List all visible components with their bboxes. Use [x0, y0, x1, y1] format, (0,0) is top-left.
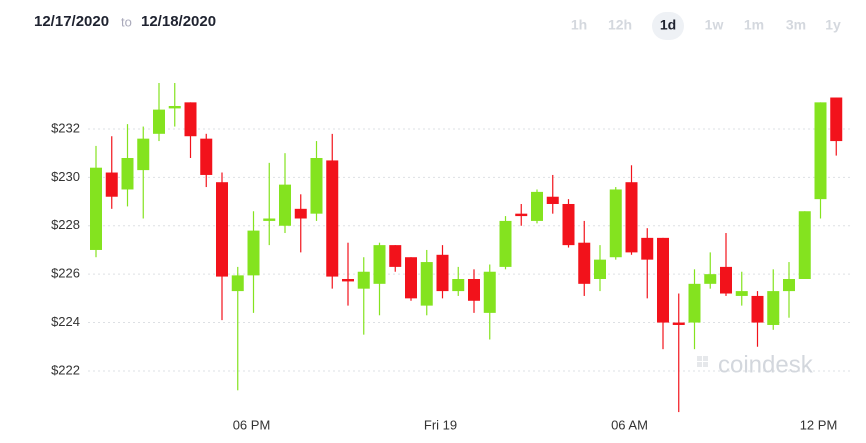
candle-body: [105, 172, 118, 197]
logo-part: [703, 356, 708, 361]
y-tick-label: $226: [51, 266, 80, 281]
logo-part: [703, 362, 708, 367]
range-button[interactable]: 1m: [744, 17, 764, 33]
candle-body: [704, 274, 717, 284]
range-selected-bg: [652, 12, 684, 40]
y-tick-label: $230: [51, 169, 80, 184]
candle-body: [578, 242, 591, 284]
range-button[interactable]: 3m: [786, 17, 806, 33]
candle-body: [121, 158, 134, 190]
range-button[interactable]: 1h: [571, 17, 587, 33]
candle-body: [783, 278, 795, 292]
candle-body: [310, 158, 323, 214]
date-to: 12/18/2020: [141, 13, 216, 30]
y-tick-label: $224: [51, 314, 80, 329]
candle-body: [531, 191, 543, 221]
candle-body: [342, 278, 354, 282]
y-tick-label: $228: [51, 217, 80, 232]
candle-body: [247, 230, 260, 276]
candle-body: [452, 278, 465, 292]
range-button[interactable]: 1d: [660, 17, 676, 33]
range-button[interactable]: 1y: [825, 17, 841, 33]
candle-body: [562, 203, 575, 246]
candle-body: [420, 262, 433, 306]
candle-body: [720, 266, 732, 294]
candle-body: [279, 184, 291, 226]
candle-body: [231, 275, 244, 292]
candle-body: [168, 105, 181, 109]
candle-body: [153, 109, 165, 134]
candle-body: [294, 208, 307, 219]
candle-body: [767, 291, 780, 325]
candle-body: [830, 97, 843, 142]
watermark: coindesk: [718, 351, 814, 378]
candle-body: [137, 138, 150, 171]
x-tick-label: Fri 19: [424, 417, 457, 432]
candle-body: [515, 213, 528, 217]
candle-body: [657, 237, 669, 323]
candle-body: [184, 102, 197, 137]
logo-part: [697, 356, 702, 361]
candle-body: [483, 271, 496, 313]
candle-body: [672, 322, 685, 325]
date-from: 12/17/2020: [34, 13, 109, 30]
candle-body: [735, 291, 748, 296]
candle-body: [546, 196, 559, 204]
x-tick-label: 12 PM: [800, 417, 838, 432]
range-button[interactable]: 1w: [705, 17, 724, 33]
candle-body: [373, 245, 386, 284]
y-tick-label: $232: [51, 120, 80, 135]
x-tick-label: 06 PM: [233, 417, 271, 432]
candle-body: [90, 167, 102, 250]
candle-body: [326, 160, 339, 277]
candle-body: [436, 254, 449, 292]
candle-body: [688, 283, 701, 323]
candle-body: [200, 138, 213, 175]
date-separator: to: [121, 14, 132, 29]
x-tick-label: 06 AM: [611, 417, 648, 432]
candle-body: [499, 220, 512, 267]
candle-body: [609, 189, 622, 258]
candle-body: [798, 211, 811, 279]
candle-body: [468, 278, 480, 301]
candle-body: [389, 245, 402, 267]
candle-body: [263, 218, 276, 221]
candle-body: [357, 271, 370, 289]
candle-body: [751, 295, 764, 323]
y-tick-label: $222: [51, 362, 80, 377]
candle-body: [814, 102, 827, 200]
range-button[interactable]: 12h: [608, 17, 632, 33]
candle-body: [641, 237, 654, 260]
candle-body: [594, 259, 606, 279]
candle-body: [625, 182, 638, 253]
logo-part: [697, 362, 702, 367]
candle-body: [216, 182, 228, 277]
watermark-logo: [697, 356, 708, 367]
candle-body: [405, 257, 417, 299]
